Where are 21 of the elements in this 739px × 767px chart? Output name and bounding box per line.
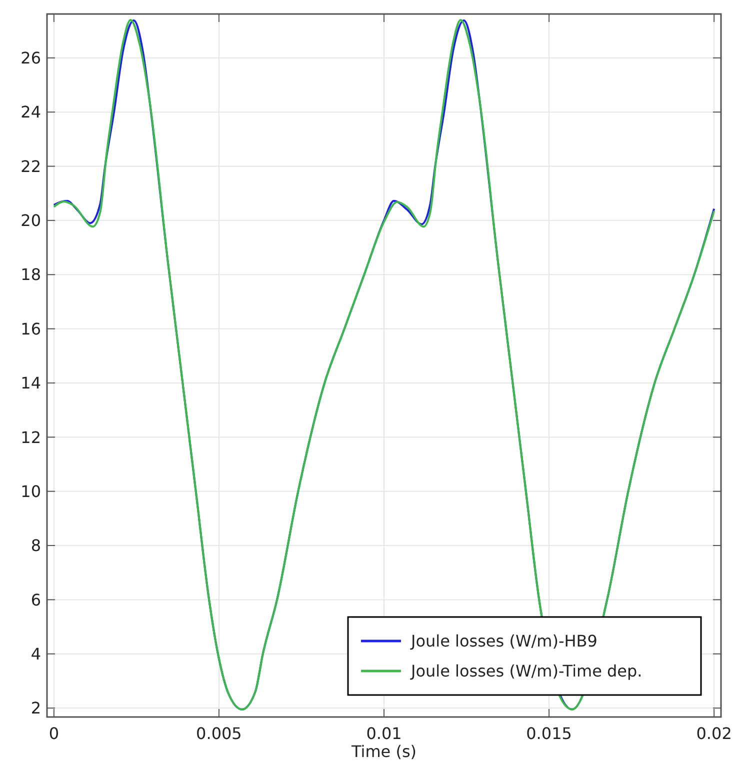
x-tick-label: 0.005 (196, 724, 242, 743)
y-tick-label: 6 (30, 590, 41, 610)
y-tick-label: 10 (20, 482, 41, 501)
x-tick-label: 0.02 (696, 724, 732, 743)
y-tick-label: 18 (20, 265, 41, 284)
y-tick-label: 12 (20, 428, 41, 447)
legend-label: Joule losses (W/m)-Time dep. (410, 662, 642, 681)
x-tick-label: 0.01 (366, 724, 402, 743)
y-tick-label: 20 (20, 211, 41, 230)
y-tick-label: 22 (20, 156, 41, 176)
x-tick-label: 0.015 (526, 724, 572, 743)
y-tick-label: 14 (20, 374, 41, 393)
y-tick-label: 4 (30, 644, 41, 664)
x-tick-label: 0 (48, 724, 60, 743)
y-tick-label: 2 (30, 698, 41, 718)
y-tick-label: 26 (20, 48, 41, 68)
y-tick-label: 16 (20, 319, 41, 338)
x-axis-title: Time (s) (350, 742, 417, 761)
y-tick-label: 8 (30, 536, 41, 556)
y-tick-label: 24 (20, 102, 41, 122)
legend-label: Joule losses (W/m)-HB9 (410, 632, 598, 651)
